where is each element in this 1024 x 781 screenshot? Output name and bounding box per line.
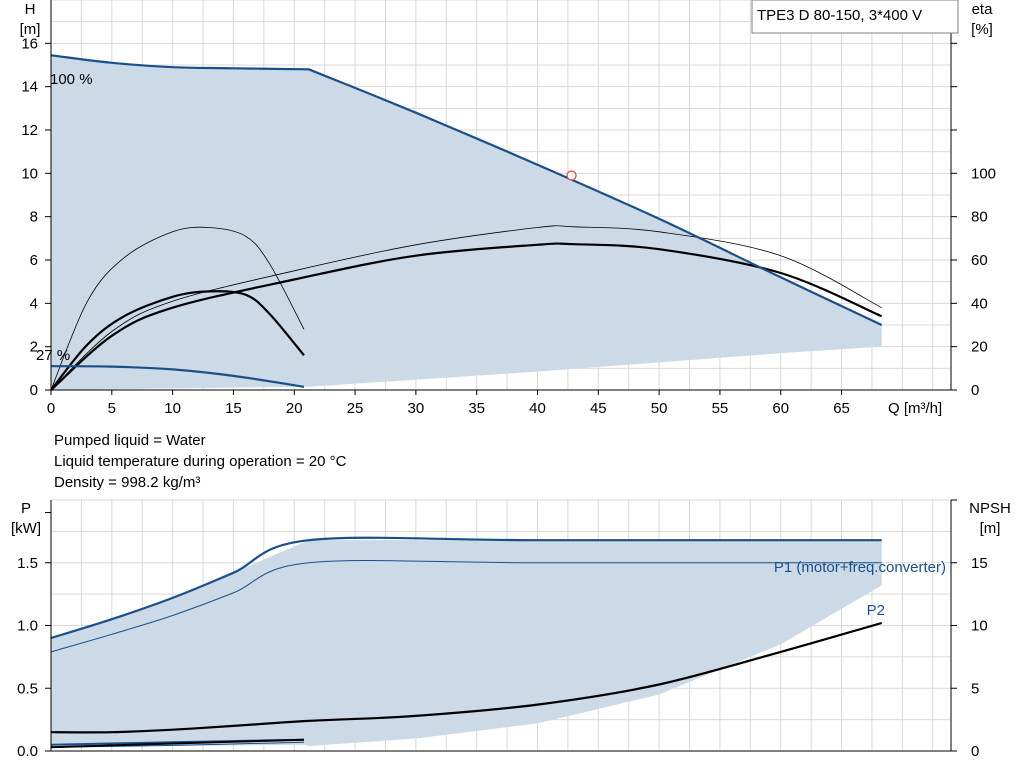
y-axis-unit-left: [m] (20, 21, 41, 38)
x-tick-label: 60 (772, 400, 789, 417)
y-tick-label-left: 0.0 (17, 743, 38, 760)
x-tick-label: 45 (590, 400, 607, 417)
y-tick-label-right: 60 (971, 252, 988, 269)
y-axis-title-left: P (21, 500, 31, 517)
y-tick-label-right: 0 (971, 743, 979, 760)
pumped-liquid-note: Pumped liquid = Water (54, 432, 206, 449)
liquid-notes: Pumped liquid = Water Liquid temperature… (54, 430, 346, 493)
y-tick-label-left: 14 (21, 79, 38, 96)
y-tick-label-right: 5 (971, 680, 979, 697)
y-axis-unit-right: [%] (971, 21, 993, 38)
y-tick-label-left: 4 (30, 295, 38, 312)
y-tick-label-left: 12 (21, 122, 38, 139)
p2-legend-label: P2 (867, 602, 885, 619)
head-efficiency-plot: 0 5 10 15 20 25 30 35 40 45 50 55 60 65 0 2 4 6 8 10 12 14 16 0… (20, 0, 996, 417)
p1-legend-label: P1 (motor+freq.converter) (774, 559, 946, 576)
p1-max-curve (50, 536, 882, 640)
y-tick-label-right: 100 (971, 165, 996, 182)
p2-max-curve (50, 560, 882, 653)
operating-area (51, 55, 882, 390)
x-tick-label: 15 (225, 400, 242, 417)
y-tick-label-right: 20 (971, 339, 988, 356)
density-note: Density = 998.2 kg/m³ (54, 474, 201, 491)
y-tick-label-right: 10 (971, 618, 988, 635)
x-tick-label: 0 (47, 400, 55, 417)
y-tick-label-right: 40 (971, 295, 988, 312)
pump-title: TPE3 D 80-150, 3*400 V (757, 7, 922, 24)
x-tick-label: 50 (651, 400, 668, 417)
efficiency-curve-100 (50, 242, 883, 391)
npsh-curve (50, 621, 883, 734)
x-tick-label: 30 (408, 400, 425, 417)
x-tick-label: 20 (286, 400, 303, 417)
duty-point-marker (566, 170, 577, 181)
liquid-temperature-note: Liquid temperature during operation = 20… (54, 453, 347, 470)
y-tick-label-left: 16 (21, 35, 38, 52)
x-tick-label: 10 (164, 400, 181, 417)
y-axis-title-left: H (25, 1, 36, 18)
y-axis-title-right: NPSH (969, 500, 1011, 517)
y-axis-unit-right: [m] (980, 520, 1001, 537)
min-speed-head-curve (50, 365, 305, 388)
y-tick-label-left: 0 (30, 382, 38, 399)
y-axis-title-right: eta (972, 1, 994, 18)
y-tick-label-left: 8 (30, 209, 38, 226)
y-tick-label-left: 10 (21, 165, 38, 182)
x-tick-label: 55 (712, 400, 729, 417)
y-axis-unit-left: [kW] (11, 520, 41, 537)
efficiency-curve-27 (50, 290, 305, 391)
annotation-27-percent: 27 % (36, 347, 70, 364)
x-tick-label: 35 (468, 400, 485, 417)
y-tick-label-left: 6 (30, 252, 38, 269)
power-operating-area (51, 540, 882, 748)
x-tick-label: 40 (529, 400, 546, 417)
x-tick-label: 5 (108, 400, 116, 417)
efficiency-curve-p2-100 (50, 225, 882, 391)
pump-title-box: TPE3 D 80-150, 3*400 V (751, 0, 959, 34)
max-speed-head-curve (50, 54, 883, 326)
y-tick-label-right: 80 (971, 209, 988, 226)
x-tick-label: 25 (347, 400, 364, 417)
npsh-min-curve (50, 738, 305, 749)
y-tick-label-left: 1.5 (17, 555, 38, 572)
power-npsh-plot: 0.0 0.5 1.0 1.5 0 5 10 15 P [kW] NPSH [m] P1 (motor+… (11, 499, 1011, 760)
x-tick-label: 65 (833, 400, 850, 417)
x-axis-title: Q [m³/h] (888, 400, 942, 417)
y-tick-label-left: 0.5 (17, 680, 38, 697)
efficiency-curve-p2-27 (50, 226, 305, 391)
y-tick-label-right: 15 (971, 555, 988, 572)
annotation-100-percent: 100 % (50, 71, 93, 88)
y-tick-label-left: 2 (30, 339, 38, 356)
y-tick-label-right: 0 (971, 382, 979, 399)
y-tick-label-left: 1.0 (17, 618, 38, 635)
